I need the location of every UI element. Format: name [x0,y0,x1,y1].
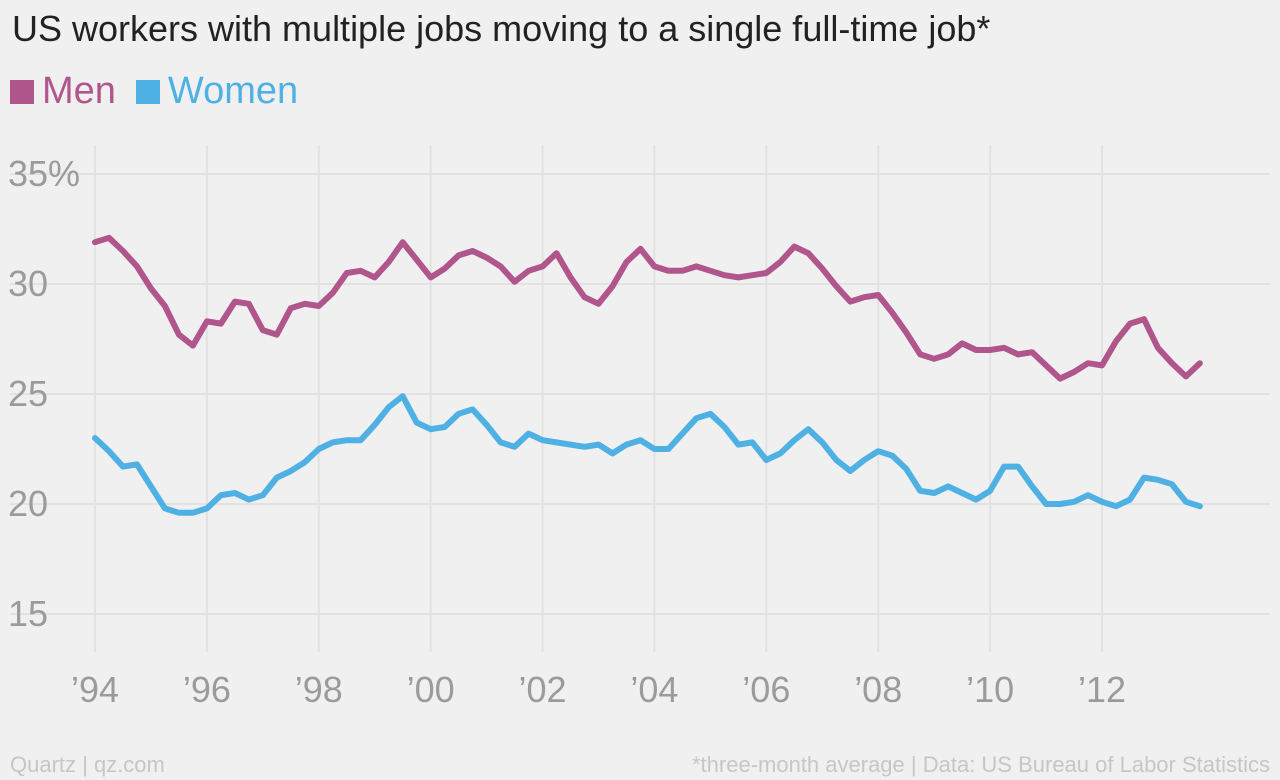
legend-label-men: Men [42,70,116,112]
tick-layer: 15 20 25 30 35% ’94 ’96 ’98 ’00 ’02 ’04 ’06 ’08 ’10 ’1… [8,153,1126,710]
series-line-men [92,234,1203,382]
chart-title: US workers with multiple jobs moving to … [12,8,991,49]
x-tick-label: ’04 [630,669,678,710]
x-tick-label: ’00 [407,669,455,710]
legend: Men Women [10,70,318,113]
x-tick-label: ’10 [966,669,1014,710]
footer-note: *three-month average | Data: US Bureau o… [691,752,1270,777]
legend-swatch-women [135,79,160,104]
x-tick-label: ’02 [519,669,567,710]
x-tick-label: ’96 [183,669,231,710]
x-tick-label: ’12 [1078,669,1126,710]
series-layer [92,234,1203,516]
y-tick-label: 30 [8,263,48,304]
y-tick-label: 35% [8,153,80,194]
legend-swatch-men [10,79,34,104]
series-line-women [92,393,1203,516]
legend-label-women: Women [167,70,299,112]
y-tick-label: 20 [8,483,48,524]
x-tick-label: ’98 [295,669,343,710]
x-tick-label: ’94 [71,669,119,710]
y-tick-label: 15 [8,593,48,634]
legend-item-women: Women [135,70,299,113]
grid-layer [10,145,1270,652]
footer-source: Quartz | qz.com [10,752,165,777]
y-tick-label: 25 [8,373,48,414]
x-tick-label: ’06 [742,669,790,710]
legend-item-men: Men [10,70,116,113]
x-tick-label: ’08 [854,669,902,710]
